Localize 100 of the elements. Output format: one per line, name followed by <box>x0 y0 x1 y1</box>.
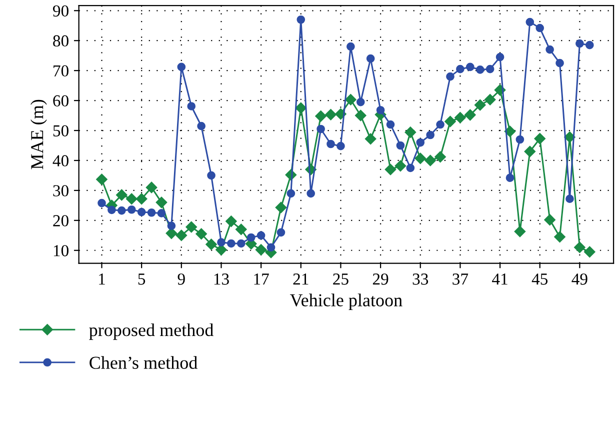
point <box>147 208 156 217</box>
point <box>276 228 286 237</box>
point <box>275 202 287 214</box>
point <box>157 209 166 218</box>
point <box>446 72 454 81</box>
y-tick-label: 90 <box>52 5 68 17</box>
point <box>236 224 247 236</box>
y-tick-label: 10 <box>54 245 68 256</box>
point <box>556 58 564 68</box>
point <box>116 189 128 201</box>
x-tick-label: 17 <box>254 274 269 285</box>
x-tick-label: 41 <box>492 274 508 285</box>
y-tick-label: 40 <box>52 155 68 166</box>
point <box>255 244 267 256</box>
point <box>336 142 345 150</box>
legend-label: Chen’s method <box>90 356 198 369</box>
point <box>356 98 365 106</box>
point <box>126 193 138 204</box>
x-axis-title: Vehicle platoon <box>290 294 402 310</box>
point <box>394 160 406 172</box>
point <box>316 124 325 134</box>
point <box>484 94 496 106</box>
point <box>436 120 444 129</box>
point <box>366 54 375 63</box>
point <box>217 238 226 246</box>
x-tick-label: 37 <box>452 274 468 285</box>
point <box>546 45 554 54</box>
point <box>236 239 246 248</box>
point <box>476 66 484 74</box>
point <box>384 164 396 176</box>
point <box>574 242 586 253</box>
y-tick-label: 50 <box>53 125 68 136</box>
point <box>335 108 346 120</box>
point <box>206 238 217 250</box>
point <box>266 243 276 252</box>
point <box>414 152 426 164</box>
point <box>216 244 227 256</box>
x-tick-label: 25 <box>333 274 348 285</box>
point <box>346 42 355 51</box>
y-tick-label: 20 <box>53 215 68 226</box>
point <box>514 226 526 238</box>
point <box>496 52 504 62</box>
point <box>187 102 196 110</box>
point <box>146 182 158 194</box>
point <box>564 131 576 143</box>
legend-label: proposed method <box>89 323 214 340</box>
point <box>127 205 136 214</box>
y-tick-label: 70 <box>54 65 68 77</box>
point <box>456 64 464 74</box>
x-tick-label: 9 <box>178 274 185 285</box>
point <box>207 171 216 180</box>
point <box>454 112 466 124</box>
point <box>426 130 434 140</box>
point <box>315 110 326 122</box>
point <box>404 126 416 138</box>
x-tick-label: 13 <box>214 274 229 285</box>
point <box>136 193 148 204</box>
point <box>576 39 584 48</box>
point <box>96 174 108 185</box>
point <box>584 246 596 258</box>
point <box>376 106 385 114</box>
point <box>406 164 415 172</box>
point <box>226 216 237 227</box>
point <box>364 133 376 145</box>
point <box>396 141 405 150</box>
point <box>464 109 476 121</box>
x-tick-label: 5 <box>138 274 146 285</box>
y-axis-title: MAE (m) <box>30 100 47 170</box>
point <box>466 62 474 72</box>
point <box>486 64 494 74</box>
point <box>434 151 446 162</box>
point <box>566 194 574 204</box>
x-tick-label: 45 <box>532 274 548 285</box>
point <box>196 228 207 240</box>
point <box>176 230 188 242</box>
point <box>186 221 197 233</box>
point <box>177 62 186 72</box>
point <box>108 206 116 214</box>
point <box>474 99 486 111</box>
x-tick-label: 1 <box>99 274 105 285</box>
point <box>524 146 536 158</box>
point <box>197 122 206 130</box>
point <box>516 135 524 144</box>
point <box>325 109 336 120</box>
point <box>345 94 356 106</box>
point <box>296 15 306 24</box>
point <box>444 116 456 128</box>
point <box>526 18 534 26</box>
point <box>534 132 546 144</box>
point <box>246 233 256 242</box>
point <box>137 208 146 216</box>
point <box>98 198 106 208</box>
point <box>585 40 594 50</box>
point <box>504 126 516 138</box>
point <box>295 102 306 114</box>
x-tick-label: 33 <box>412 274 428 285</box>
point <box>166 228 178 239</box>
point <box>536 24 544 32</box>
point <box>117 206 126 215</box>
point <box>554 231 566 242</box>
